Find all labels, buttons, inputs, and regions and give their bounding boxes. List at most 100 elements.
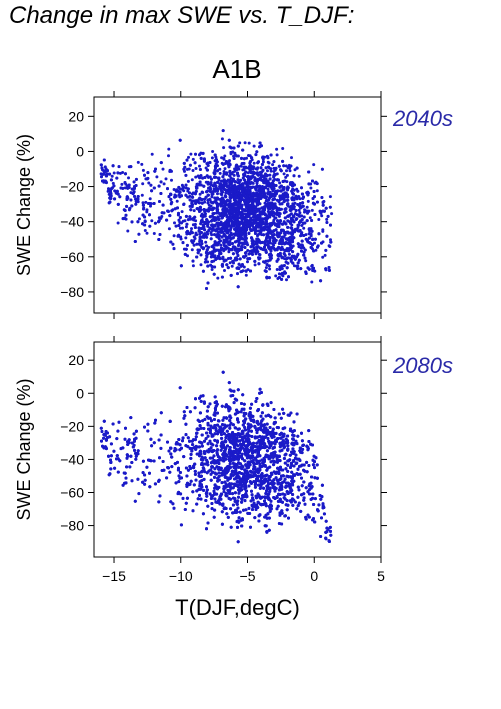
data-point — [200, 226, 204, 230]
data-point — [214, 186, 218, 190]
data-point — [307, 209, 311, 213]
data-point — [213, 189, 217, 193]
data-point — [213, 196, 217, 200]
data-point — [229, 256, 233, 260]
data-point — [194, 167, 198, 170]
data-point — [228, 145, 232, 149]
data-point — [188, 163, 192, 167]
data-point — [218, 171, 222, 175]
data-point — [205, 244, 208, 248]
data-point — [179, 235, 183, 239]
data-point — [224, 246, 228, 250]
data-point — [201, 176, 205, 180]
data-point — [285, 256, 289, 260]
data-point — [143, 220, 147, 223]
data-point — [168, 168, 172, 172]
data-point — [231, 252, 235, 256]
data-point — [223, 167, 227, 171]
data-point — [181, 187, 184, 191]
data-point — [220, 235, 224, 239]
data-point — [152, 186, 156, 190]
data-point — [182, 203, 186, 206]
data-point — [309, 186, 313, 190]
data-point — [304, 272, 308, 275]
data-point — [227, 138, 231, 142]
data-point — [246, 260, 249, 264]
data-point — [240, 245, 244, 249]
data-point — [179, 264, 183, 268]
data-point — [312, 163, 316, 167]
data-point — [215, 197, 219, 201]
data-point — [146, 176, 150, 180]
data-point — [305, 205, 309, 209]
data-point — [189, 230, 193, 234]
data-point — [321, 200, 325, 204]
data-point — [277, 276, 281, 279]
data-point — [222, 172, 226, 176]
data-point — [215, 201, 219, 205]
data-point — [216, 176, 220, 180]
data-point — [190, 227, 193, 231]
data-point — [285, 169, 288, 173]
data-point — [188, 198, 192, 202]
data-point — [137, 232, 141, 236]
data-point — [107, 187, 110, 191]
data-point — [165, 218, 169, 222]
data-point — [253, 259, 257, 263]
data-point — [275, 259, 279, 263]
data-point — [206, 222, 210, 226]
data-point — [212, 187, 216, 191]
data-point — [255, 172, 259, 176]
data-point — [284, 207, 288, 211]
data-point — [293, 257, 297, 261]
data-point — [288, 169, 292, 173]
data-point — [285, 173, 289, 177]
data-point — [132, 180, 136, 184]
data-point — [260, 247, 263, 251]
data-point — [221, 199, 225, 203]
data-point — [261, 160, 265, 164]
data-point — [309, 182, 313, 186]
data-point — [314, 248, 318, 252]
data-point — [310, 219, 314, 222]
data-point — [220, 189, 223, 193]
data-point — [158, 233, 162, 236]
data-point — [240, 248, 244, 252]
data-point — [275, 147, 279, 151]
data-point — [257, 252, 261, 256]
data-point — [266, 187, 270, 191]
data-point — [289, 181, 293, 185]
data-point — [143, 229, 147, 232]
data-point — [99, 163, 103, 167]
data-point — [278, 181, 282, 185]
data-point — [268, 194, 272, 198]
data-point — [217, 227, 221, 231]
data-point — [259, 230, 263, 234]
data-point — [269, 256, 273, 260]
data-point — [243, 217, 247, 221]
data-point — [257, 207, 261, 211]
data-point — [202, 184, 206, 188]
data-point — [249, 176, 253, 180]
data-point — [284, 241, 288, 245]
data-point — [287, 252, 291, 256]
data-point — [143, 215, 147, 219]
data-point — [160, 215, 164, 218]
data-point — [299, 267, 303, 271]
data-point — [195, 186, 198, 190]
data-point — [294, 209, 298, 212]
data-point — [266, 169, 269, 173]
data-point — [109, 190, 112, 194]
data-point — [277, 200, 281, 204]
data-point — [189, 217, 193, 221]
data-point — [210, 156, 214, 160]
data-point — [205, 190, 209, 194]
data-point — [258, 141, 262, 145]
data-point — [187, 155, 190, 159]
data-point — [250, 181, 253, 185]
data-point — [238, 226, 242, 230]
data-point — [282, 252, 286, 256]
data-point — [279, 169, 283, 173]
data-point — [263, 243, 267, 247]
data-point — [272, 160, 276, 164]
